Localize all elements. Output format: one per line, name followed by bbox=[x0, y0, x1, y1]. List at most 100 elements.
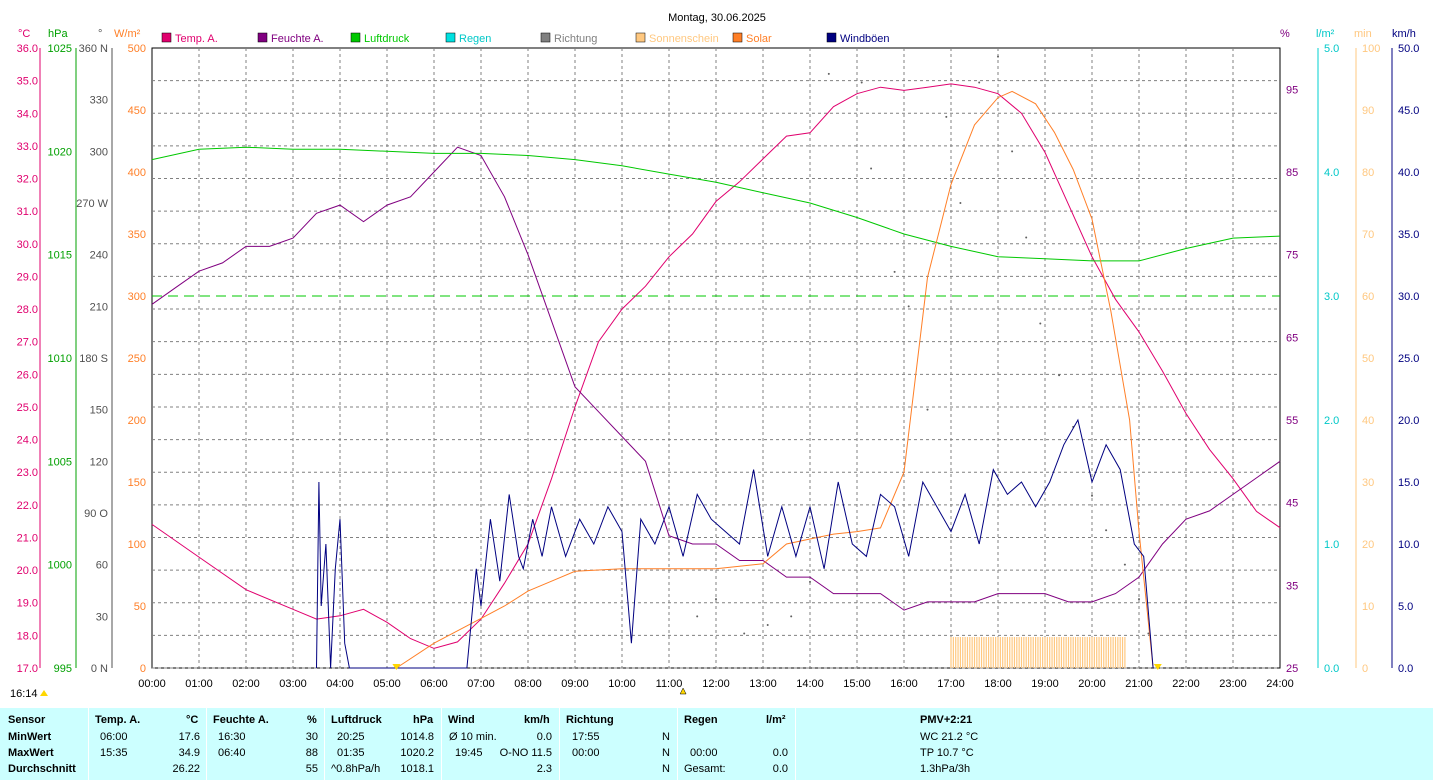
tick-time: 09:00 bbox=[561, 678, 589, 690]
tick-time: 19:00 bbox=[1031, 678, 1059, 690]
stats-min-wind-label: Ø 10 min. bbox=[449, 731, 497, 743]
tick-time: 03:00 bbox=[279, 678, 307, 690]
wind-direction-point bbox=[743, 632, 746, 635]
tick-time: 13:00 bbox=[749, 678, 777, 690]
tick-pressure: 995 bbox=[54, 663, 72, 675]
tick-gust: 15.0 bbox=[1398, 477, 1419, 489]
tick-direction: 180 S bbox=[79, 353, 108, 365]
axis-unit-direction: ° bbox=[98, 28, 102, 40]
legend-swatch bbox=[732, 32, 743, 43]
tick-temp: 27.0 bbox=[17, 337, 38, 349]
tick-time: 14:00 bbox=[796, 678, 824, 690]
tick-temp: 28.0 bbox=[17, 304, 38, 316]
tick-time: 23:00 bbox=[1219, 678, 1247, 690]
tick-temp: 26.0 bbox=[17, 369, 38, 381]
wind-direction-point bbox=[1011, 150, 1014, 153]
stats-max-dir-value: N bbox=[662, 747, 670, 759]
stats-max-rain-time: 00:00 bbox=[690, 747, 718, 759]
sunset-icon bbox=[1153, 664, 1162, 670]
tick-time: 08:00 bbox=[514, 678, 542, 690]
legend-swatch bbox=[445, 32, 456, 43]
tick-solar: 250 bbox=[128, 353, 146, 365]
tick-direction: 270 W bbox=[76, 198, 108, 210]
tick-rain: 0.0 bbox=[1324, 663, 1339, 675]
tick-gust: 40.0 bbox=[1398, 167, 1419, 179]
tick-humidity: 25 bbox=[1286, 663, 1298, 675]
legend-swatch bbox=[826, 32, 837, 43]
wind-direction-point bbox=[1123, 563, 1126, 566]
stats-min-temp-value: 17.6 bbox=[178, 731, 200, 743]
stats-header-dir: Richtung bbox=[566, 714, 614, 726]
tick-pressure: 1015 bbox=[48, 250, 72, 262]
stats-avg-rain-label: Gesamt: bbox=[684, 763, 726, 775]
stats-header-temp: Temp. A. bbox=[95, 714, 141, 726]
tick-solar: 50 bbox=[134, 601, 146, 613]
tick-sunshine: 70 bbox=[1362, 229, 1374, 241]
stats-header-press-unit: hPa bbox=[413, 714, 434, 726]
tick-humidity: 95 bbox=[1286, 84, 1298, 96]
stats-max-hum-value: 88 bbox=[305, 747, 318, 759]
stats-avg-temp-value: 26.22 bbox=[172, 763, 200, 775]
wind-direction-point bbox=[1147, 632, 1150, 635]
legend-label: Luftdruck bbox=[364, 33, 410, 45]
tick-direction: 300 bbox=[90, 146, 108, 158]
tick-sunshine: 10 bbox=[1362, 601, 1374, 613]
humidity-line bbox=[151, 146, 1281, 611]
legend-label: Regen bbox=[459, 33, 491, 45]
stats-min-hum-value: 30 bbox=[305, 731, 318, 743]
tick-rain: 5.0 bbox=[1324, 43, 1339, 55]
tick-direction: 360 N bbox=[79, 43, 108, 55]
stats-max-temp-value: 34.9 bbox=[178, 747, 200, 759]
chart-title: Montag, 30.06.2025 bbox=[668, 12, 766, 24]
tick-gust: 20.0 bbox=[1398, 415, 1419, 427]
stats-avg-hum-value: 55 bbox=[305, 763, 318, 775]
tick-direction: 150 bbox=[90, 405, 108, 417]
axis-unit-sunshine: min bbox=[1354, 28, 1372, 40]
tick-time: 16:00 bbox=[890, 678, 918, 690]
gust-line bbox=[316, 418, 1154, 669]
tick-temp: 23.0 bbox=[17, 467, 38, 479]
stats-avg-press-trend: ^0.8hPa/h bbox=[331, 763, 381, 775]
wind-direction-point bbox=[1091, 494, 1093, 497]
stats-min-hum-time: 16:30 bbox=[218, 731, 246, 743]
tick-direction: 90 O bbox=[84, 508, 108, 520]
tick-rain: 4.0 bbox=[1324, 167, 1339, 179]
tick-time: 12:00 bbox=[702, 678, 730, 690]
tick-time: 10:00 bbox=[608, 678, 636, 690]
stats-header-sensor: Sensor bbox=[8, 714, 46, 726]
stats-table: Sensor Temp. A. °C Feuchte A. % Luftdruc… bbox=[0, 708, 1433, 780]
tick-temp: 29.0 bbox=[17, 271, 38, 283]
wind-direction-point bbox=[926, 408, 929, 411]
stats-avg-rain-value: 0.0 bbox=[772, 763, 788, 775]
wind-direction-point bbox=[870, 167, 873, 170]
wind-direction-point bbox=[997, 55, 999, 58]
wind-direction-point bbox=[860, 81, 863, 84]
tick-time: 21:00 bbox=[1125, 678, 1153, 690]
tick-sunshine: 30 bbox=[1362, 477, 1374, 489]
wind-direction-point bbox=[1039, 322, 1042, 325]
now-time-label: 16:14 bbox=[10, 688, 38, 700]
tick-rain: 2.0 bbox=[1324, 415, 1339, 427]
stats-min-temp-time: 06:00 bbox=[100, 731, 128, 743]
stats-max-press-time: 01:35 bbox=[337, 747, 365, 759]
tick-solar: 100 bbox=[128, 539, 146, 551]
tick-gust: 25.0 bbox=[1398, 353, 1419, 365]
stats-header-wind-unit: km/h bbox=[524, 714, 550, 726]
axis-unit-pressure: hPa bbox=[48, 28, 68, 40]
tick-temp: 18.0 bbox=[17, 630, 38, 642]
wind-direction-point bbox=[809, 580, 811, 583]
tick-temp: 36.0 bbox=[17, 43, 38, 55]
tick-gust: 5.0 bbox=[1398, 601, 1413, 613]
tick-humidity: 65 bbox=[1286, 332, 1298, 344]
stats-max-temp-time: 15:35 bbox=[100, 747, 128, 759]
tick-rain: 3.0 bbox=[1324, 291, 1339, 303]
stats-header-hum-unit: % bbox=[307, 714, 317, 726]
tick-direction: 240 bbox=[90, 250, 108, 262]
wind-direction-point bbox=[766, 623, 769, 626]
tick-sunshine: 20 bbox=[1362, 539, 1374, 551]
wind-direction-point bbox=[1105, 529, 1108, 532]
tick-solar: 150 bbox=[128, 477, 146, 489]
tick-temp: 35.0 bbox=[17, 76, 38, 88]
stats-row-min-label: MinWert bbox=[8, 731, 52, 743]
tick-gust: 30.0 bbox=[1398, 291, 1419, 303]
